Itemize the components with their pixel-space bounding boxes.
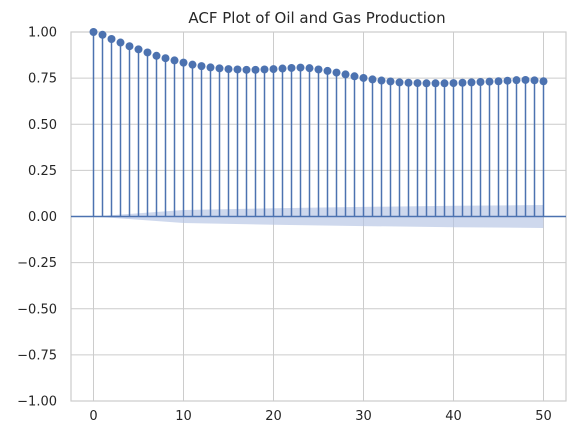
acf-point: [179, 58, 188, 67]
acf-point: [296, 63, 305, 72]
acf-point: [251, 65, 260, 74]
acf-point: [377, 76, 386, 85]
x-tick-label: 40: [445, 409, 462, 424]
acf-point: [485, 77, 494, 86]
acf-point: [152, 51, 161, 60]
acf-point: [332, 68, 341, 77]
acf-point: [89, 28, 98, 36]
acf-point: [278, 64, 287, 73]
acf-point: [260, 65, 269, 74]
acf-point: [422, 79, 431, 88]
acf-point: [143, 48, 152, 57]
acf-point: [503, 76, 512, 85]
acf-point: [206, 63, 215, 72]
acf-point: [521, 75, 530, 84]
acf-point: [404, 78, 413, 87]
acf-point: [467, 78, 476, 87]
y-tick-label: 0.75: [28, 72, 57, 87]
acf-point: [287, 63, 296, 72]
acf-point: [116, 38, 125, 47]
acf-point: [359, 73, 368, 82]
acf-point: [215, 64, 224, 73]
acf-point: [323, 66, 332, 75]
y-tick-label: 0.00: [28, 210, 57, 225]
acf-point: [98, 30, 107, 39]
y-tick-label: −0.75: [17, 348, 57, 363]
acf-point: [170, 56, 179, 65]
plot-area: 0 10 20 30 40 50 −1.00 −0.75 −0.50 −0.25 0.00 0.25 0…: [17, 26, 567, 424]
acf-point: [314, 65, 323, 74]
acf-point: [431, 79, 440, 88]
acf-point: [440, 79, 449, 88]
y-tick-label: 0.25: [28, 164, 57, 179]
acf-point: [233, 65, 242, 74]
x-tick-label: 10: [175, 409, 192, 424]
acf-point: [530, 76, 539, 85]
chart-title: ACF Plot of Oil and Gas Production: [188, 9, 445, 27]
acf-point: [269, 65, 278, 74]
acf-point: [476, 77, 485, 86]
acf-point: [242, 65, 251, 74]
acf-point: [539, 77, 548, 86]
y-tick-label: 1.00: [28, 26, 57, 41]
acf-point: [512, 76, 521, 85]
x-tick-label: 0: [89, 409, 97, 424]
acf-point: [125, 42, 134, 51]
acf-point: [458, 78, 467, 87]
acf-point: [449, 79, 458, 88]
acf-point: [134, 45, 143, 54]
x-tick-label: 20: [265, 409, 282, 424]
y-tick-label: −0.50: [17, 302, 57, 317]
acf-point: [368, 75, 377, 84]
y-tick-label: 0.50: [28, 118, 57, 133]
acf-point: [305, 64, 314, 73]
acf-point: [395, 78, 404, 87]
acf-point: [188, 60, 197, 69]
acf-point: [161, 54, 170, 63]
acf-point: [224, 65, 233, 74]
acf-point: [341, 70, 350, 79]
acf-point: [107, 35, 116, 44]
acf-point: [386, 77, 395, 86]
x-tick-label: 50: [535, 409, 552, 424]
acf-point: [350, 72, 359, 81]
y-tick-label: −0.25: [17, 256, 57, 271]
x-tick-label: 30: [355, 409, 372, 424]
acf-point: [494, 77, 503, 86]
acf-point: [197, 62, 206, 71]
y-tick-label: −1.00: [17, 395, 57, 410]
acf-point: [413, 79, 422, 88]
